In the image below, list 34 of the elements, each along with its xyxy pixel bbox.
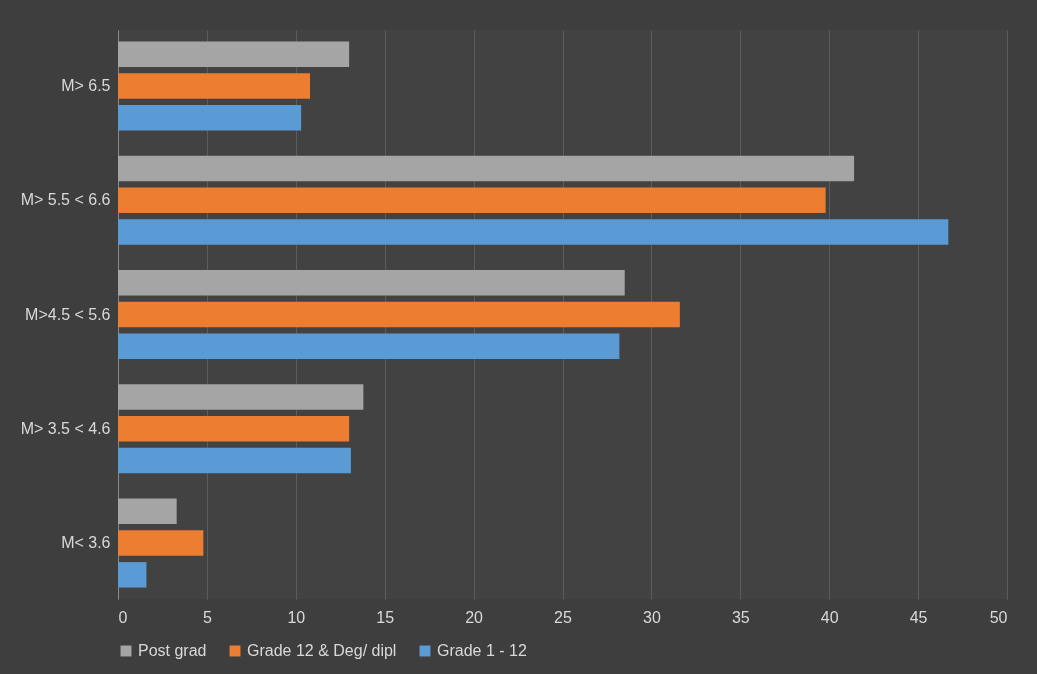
x-tick-label: 25 — [554, 608, 572, 626]
bar — [118, 562, 147, 588]
y-tick-label: M> 3.5 < 4.6 — [20, 419, 111, 437]
bar — [118, 498, 177, 524]
bar — [118, 105, 302, 131]
x-tick-label: 15 — [376, 608, 395, 626]
x-tick-label: 50 — [989, 608, 1008, 626]
bar — [118, 384, 364, 410]
legend-label: Grade 1 - 12 — [437, 642, 527, 659]
x-tick-label: 35 — [731, 608, 750, 626]
bar — [118, 447, 351, 474]
bar — [118, 416, 350, 442]
bar — [118, 530, 204, 556]
bar — [118, 155, 855, 182]
x-tick-label: 10 — [287, 608, 306, 626]
y-tick-label: M> 6.5 — [61, 76, 111, 94]
x-tick-label: 5 — [202, 608, 212, 626]
x-tick-label: 30 — [643, 608, 661, 626]
bar — [118, 219, 949, 245]
legend-label: Grade 12 & Deg/ dipl — [247, 642, 397, 659]
legend-label: Post grad — [138, 642, 207, 659]
x-tick-label: 20 — [465, 608, 484, 626]
x-tick-label: 0 — [118, 608, 128, 626]
y-tick-label: M< 3.6 — [61, 534, 111, 552]
bar — [118, 333, 620, 360]
bar — [118, 41, 350, 67]
x-tick-label: 45 — [909, 608, 928, 626]
bar — [118, 269, 625, 296]
bar — [118, 301, 680, 328]
bar — [118, 187, 826, 213]
y-tick-label: M>4.5 < 5.6 — [25, 305, 111, 323]
y-tick-label: M> 5.5 < 6.6 — [20, 191, 111, 209]
x-tick-label: 40 — [820, 608, 839, 626]
bar — [118, 73, 311, 99]
